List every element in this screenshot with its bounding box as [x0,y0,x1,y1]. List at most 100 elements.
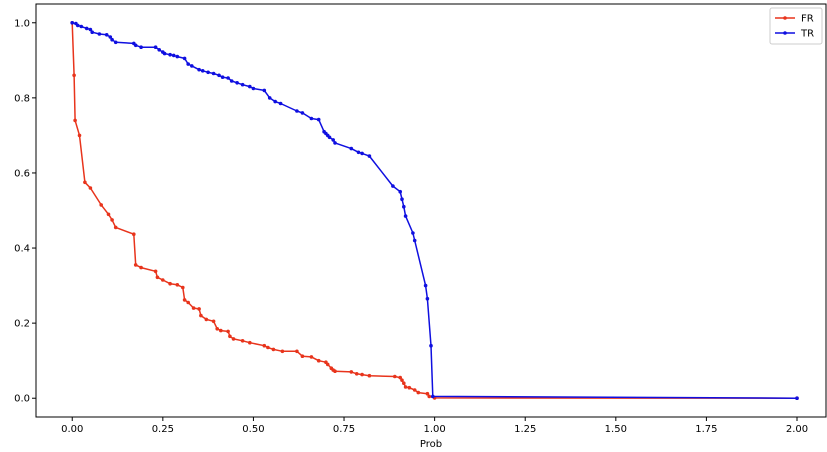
data-point [171,53,176,58]
data-point [333,141,337,145]
data-point [153,269,158,274]
data-point [403,385,408,389]
data-point [412,238,417,243]
data-point [231,337,236,341]
data-point [235,81,239,85]
data-point [240,82,245,87]
data-point [412,388,417,392]
legend-marker [783,31,787,35]
x-axis: 0.00 0.25 0.50 0.75 1.00 1.25 1.50 1.75 2.00 [61,417,808,435]
data-point [356,150,361,155]
data-point [300,111,305,115]
data-point [367,373,372,378]
legend-label: TR [800,29,814,40]
data-point [113,225,118,230]
data-point [162,51,167,56]
y-tick-label: 0.2 [14,319,30,330]
data-point [106,212,111,217]
data-point [360,372,364,377]
data-point [278,101,283,106]
data-point [349,370,354,374]
data-point [153,45,158,49]
data-point [228,334,232,339]
data-point [367,154,372,158]
series-line-fr [71,22,798,399]
data-point [349,146,354,151]
series-tr [70,21,799,401]
data-point [402,381,406,386]
data-point [393,374,397,379]
data-point [175,283,180,287]
data-point [204,317,209,322]
y-tick-label: 0.0 [14,394,30,405]
data-point [240,339,245,343]
plot-area [35,3,827,418]
data-point [398,375,403,380]
data-point [427,394,432,399]
x-tick-label: 1.75 [695,424,717,435]
data-point [190,64,194,68]
data-point [280,349,285,354]
data-point [88,186,93,190]
data-point [211,71,216,76]
data-point [186,62,190,66]
data-point [316,117,321,122]
data-point [407,385,412,390]
data-point [354,372,359,376]
data-point [400,378,404,383]
data-point [360,151,364,156]
y-tick-label: 1.0 [14,18,30,29]
x-tick-label: 0.00 [61,424,83,435]
data-point [161,278,165,282]
data-point [73,118,77,123]
data-point [197,67,201,72]
data-point [295,109,299,113]
data-point [325,362,330,367]
data-point [316,358,321,363]
data-point [220,75,225,79]
data-point [110,37,114,42]
x-tick-label: 0.25 [152,424,174,435]
data-point [217,73,221,78]
x-tick-label: 2.00 [786,424,808,435]
y-axis: 0.0 0.2 0.4 0.6 0.8 1.0 [14,18,36,405]
y-tick-label: 0.8 [14,93,30,104]
data-point [331,138,336,142]
data-point [181,285,185,290]
data-point [300,354,305,359]
data-point [133,43,138,48]
data-point [219,328,223,333]
data-point [191,306,196,310]
legend-label: FR [801,14,814,25]
data-point [139,45,143,49]
data-point [206,70,210,75]
legend-box [769,7,823,45]
x-tick-label: 1.50 [605,424,627,435]
data-point [400,197,404,201]
data-point [133,263,138,267]
data-point [139,265,143,270]
data-point [168,281,172,286]
data-point [200,69,205,73]
series-layer [70,21,799,401]
data-point [402,204,406,209]
data-point [309,116,314,121]
data-point [215,327,219,331]
data-point [211,319,216,324]
series-fr [70,21,799,401]
series-line-tr [72,22,798,399]
data-point [182,56,187,61]
data-point [155,275,160,280]
data-point [186,300,190,305]
data-point [251,86,256,91]
data-point [262,88,267,93]
x-tick-label: 1.25 [514,424,536,435]
data-point [425,296,430,301]
data-point [226,76,230,80]
data-point [423,283,428,288]
legend: FR TR [769,7,823,45]
data-point [132,232,136,236]
data-point [411,231,415,235]
data-point [226,329,230,334]
data-point [77,133,82,138]
